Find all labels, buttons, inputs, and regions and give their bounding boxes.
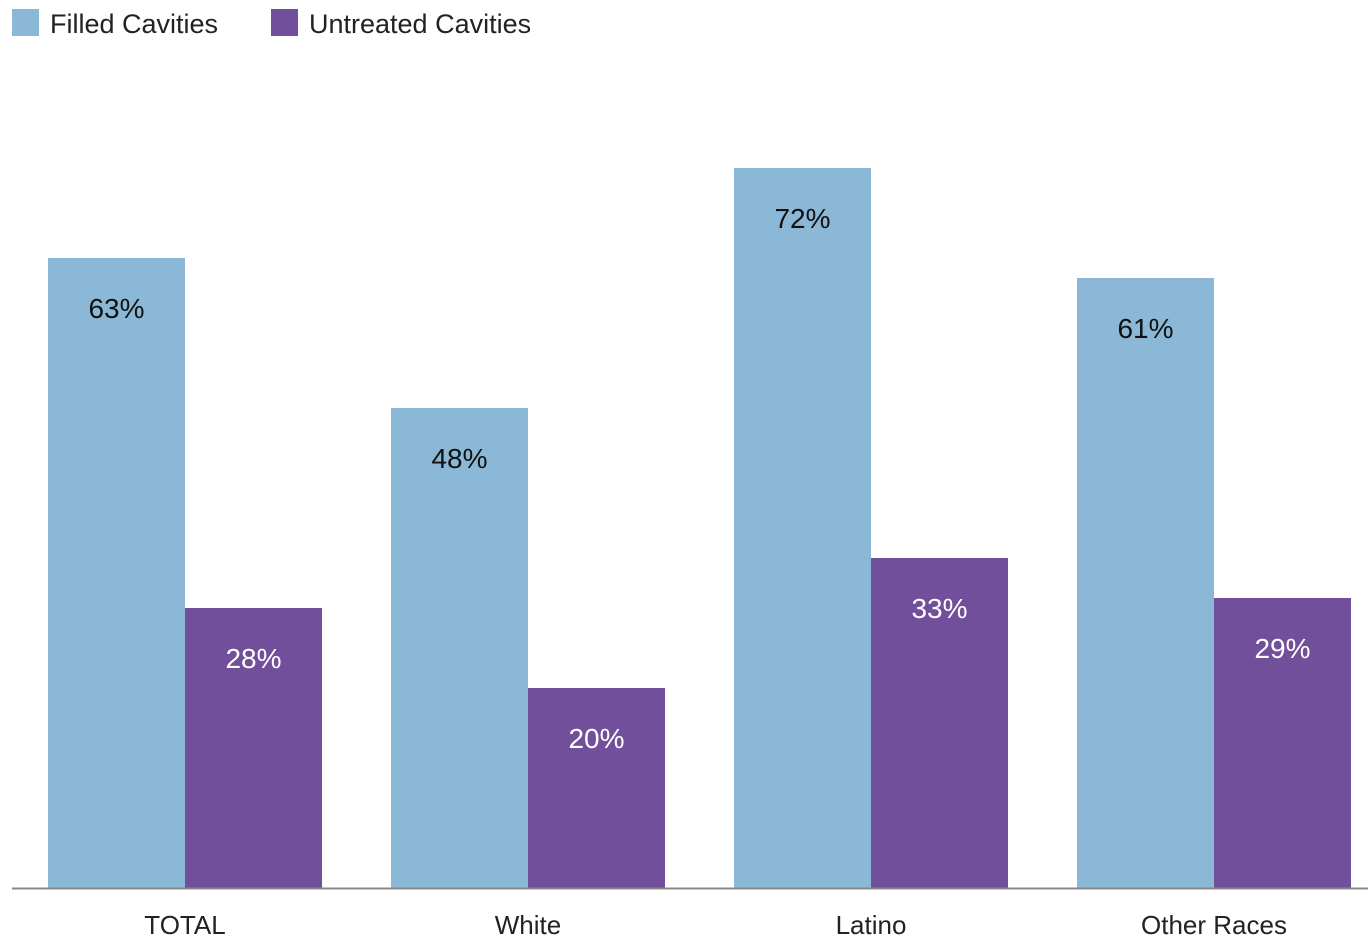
data-label-filled-cavities-white: 48% [431,443,487,474]
bar-untreated-cavities-total [185,608,322,888]
x-tick-label-white: White [495,910,561,940]
bar-filled-cavities-latino [734,168,871,888]
x-tick-labels-group: TOTAL White Latino Other Races [144,910,1287,940]
bar-untreated-cavities-other-races [1214,598,1351,888]
data-label-untreated-cavities-total: 28% [225,643,281,674]
legend-swatch-filled-cavities [12,9,39,36]
bar-filled-cavities-white [391,408,528,888]
legend-label-untreated-cavities: Untreated Cavities [309,9,531,39]
x-tick-label-latino: Latino [836,910,907,940]
legend-label-filled-cavities: Filled Cavities [50,9,218,39]
bar-filled-cavities-total [48,258,185,888]
bar-labels-group: 63% 28% 48% 20% 72% 33% 61% 29% [88,203,1310,754]
data-label-filled-cavities-other-races: 61% [1117,313,1173,344]
bar-filled-cavities-other-races [1077,278,1214,888]
data-label-filled-cavities-total: 63% [88,293,144,324]
legend: Filled Cavities Untreated Cavities [12,9,531,39]
data-label-untreated-cavities-latino: 33% [911,593,967,624]
x-tick-label-other-races: Other Races [1141,910,1287,940]
legend-swatch-untreated-cavities [271,9,298,36]
x-tick-label-total: TOTAL [144,910,225,940]
data-label-filled-cavities-latino: 72% [774,203,830,234]
bar-untreated-cavities-latino [871,558,1008,888]
data-label-untreated-cavities-other-races: 29% [1254,633,1310,664]
data-label-untreated-cavities-white: 20% [568,723,624,754]
bars-group [48,168,1351,888]
bar-untreated-cavities-white [528,688,665,888]
